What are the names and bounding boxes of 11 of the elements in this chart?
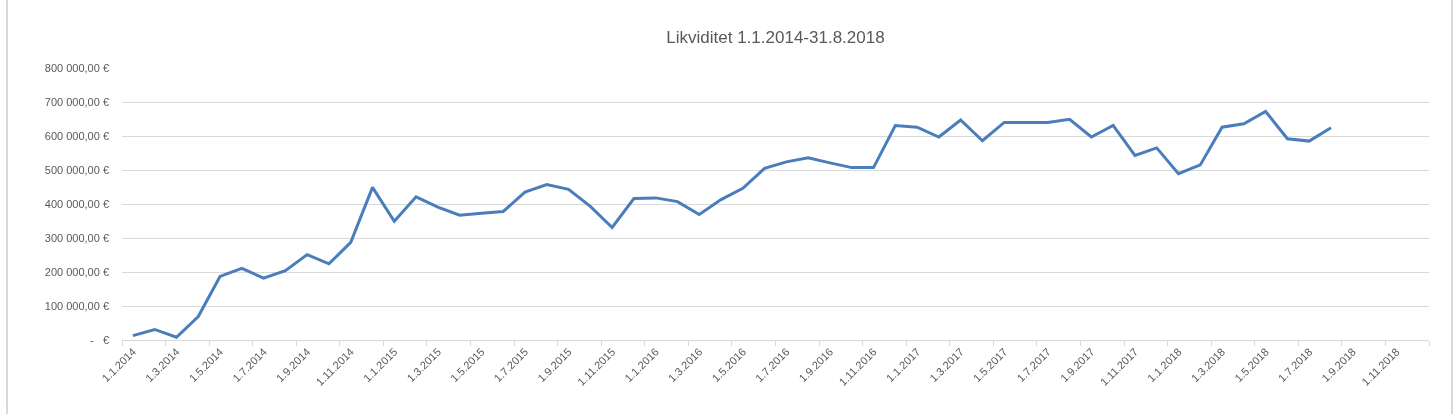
y-tick-label: 600 000,00 € [44, 129, 109, 142]
y-tick-label: 700 000,00 € [44, 95, 109, 108]
chart-title: Likviditet 1.1.2014-31.8.2018 [666, 27, 885, 47]
y-tick-label: 300 000,00 € [44, 231, 109, 244]
y-tick-label: 200 000,00 € [44, 265, 109, 278]
y-tick-label: 800 000,00 € [44, 61, 109, 74]
y-tick-label: - € [90, 333, 109, 346]
y-tick-label: 500 000,00 € [44, 163, 109, 176]
y-tick-label: 400 000,00 € [44, 197, 109, 210]
line-series [131, 110, 1333, 339]
y-tick-label: 100 000,00 € [44, 299, 109, 312]
